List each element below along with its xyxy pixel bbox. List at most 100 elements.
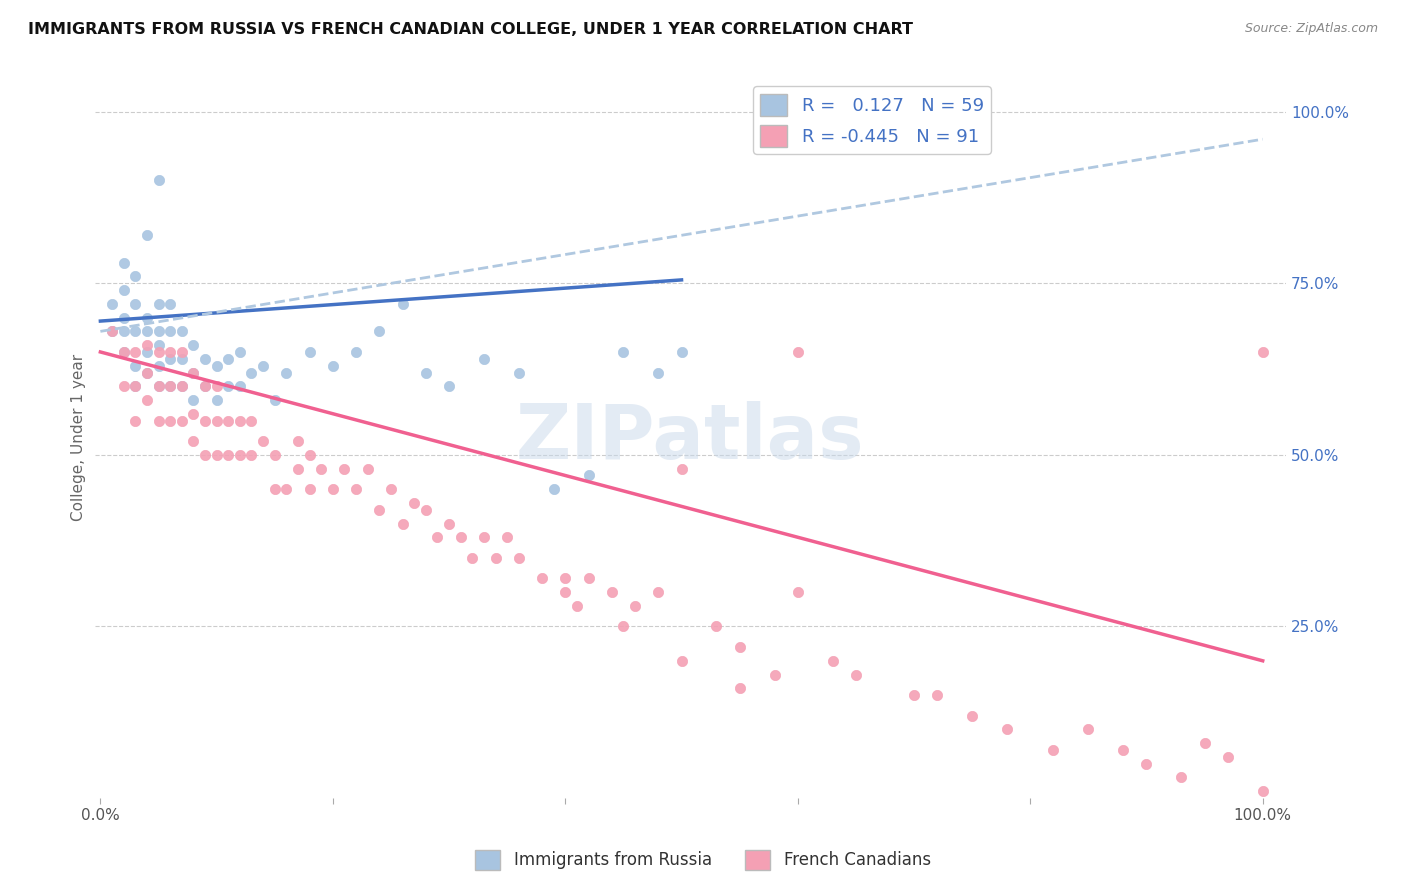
Point <box>148 324 170 338</box>
Point <box>240 414 263 428</box>
Point <box>252 359 274 373</box>
Point <box>183 407 205 421</box>
Point <box>1170 771 1192 785</box>
Point <box>845 667 868 681</box>
Point <box>135 324 157 338</box>
Point <box>298 448 321 462</box>
Point <box>671 345 693 359</box>
Point <box>287 461 309 475</box>
Point <box>437 516 460 531</box>
Point <box>135 366 157 380</box>
Point <box>170 345 193 359</box>
Point <box>531 571 554 585</box>
Point <box>1251 345 1274 359</box>
Point <box>565 599 588 613</box>
Point <box>135 392 157 407</box>
Point <box>728 681 751 696</box>
Point <box>124 269 146 284</box>
Point <box>437 379 460 393</box>
Point <box>159 351 181 366</box>
Legend: R =   0.127   N = 59, R = -0.445   N = 91: R = 0.127 N = 59, R = -0.445 N = 91 <box>752 87 991 154</box>
Point <box>543 482 565 496</box>
Point <box>217 379 239 393</box>
Point <box>508 550 530 565</box>
Point <box>263 392 285 407</box>
Point <box>159 297 181 311</box>
Point <box>135 366 157 380</box>
Point <box>159 324 181 338</box>
Point <box>344 482 367 496</box>
Point <box>148 359 170 373</box>
Point <box>229 345 252 359</box>
Point <box>194 379 217 393</box>
Point <box>1077 723 1099 737</box>
Point <box>194 379 217 393</box>
Point <box>205 392 228 407</box>
Point <box>170 379 193 393</box>
Point <box>170 414 193 428</box>
Point <box>624 599 647 613</box>
Point <box>183 338 205 352</box>
Point <box>706 619 728 633</box>
Point <box>135 345 157 359</box>
Point <box>995 723 1018 737</box>
Point <box>357 461 380 475</box>
Point <box>333 461 356 475</box>
Point <box>786 585 808 599</box>
Point <box>484 550 506 565</box>
Point <box>183 366 205 380</box>
Point <box>101 297 124 311</box>
Point <box>368 324 391 338</box>
Point <box>101 324 124 338</box>
Point <box>194 448 217 462</box>
Point <box>112 379 135 393</box>
Point <box>112 345 135 359</box>
Point <box>148 173 170 187</box>
Legend: Immigrants from Russia, French Canadians: Immigrants from Russia, French Canadians <box>468 843 938 877</box>
Point <box>205 448 228 462</box>
Point <box>217 414 239 428</box>
Point <box>159 379 181 393</box>
Point <box>205 359 228 373</box>
Point <box>671 461 693 475</box>
Point <box>415 366 437 380</box>
Point <box>1194 736 1216 750</box>
Point <box>159 414 181 428</box>
Point <box>124 359 146 373</box>
Point <box>159 345 181 359</box>
Point <box>124 297 146 311</box>
Point <box>786 345 808 359</box>
Point <box>183 366 205 380</box>
Point <box>112 345 135 359</box>
Point <box>1042 743 1064 757</box>
Point <box>1112 743 1135 757</box>
Point <box>287 434 309 449</box>
Point <box>903 688 925 702</box>
Point <box>391 297 413 311</box>
Point <box>170 379 193 393</box>
Point <box>124 414 146 428</box>
Point <box>101 324 124 338</box>
Point <box>344 345 367 359</box>
Point <box>508 366 530 380</box>
Point <box>252 434 274 449</box>
Point <box>554 585 576 599</box>
Point <box>612 345 634 359</box>
Point <box>205 379 228 393</box>
Point <box>135 310 157 325</box>
Point <box>112 283 135 297</box>
Point <box>298 345 321 359</box>
Point <box>217 448 239 462</box>
Y-axis label: College, Under 1 year: College, Under 1 year <box>72 354 86 521</box>
Point <box>927 688 949 702</box>
Point <box>496 530 519 544</box>
Point <box>404 496 426 510</box>
Point <box>183 434 205 449</box>
Point <box>821 654 844 668</box>
Point <box>276 482 298 496</box>
Text: Source: ZipAtlas.com: Source: ZipAtlas.com <box>1244 22 1378 36</box>
Point <box>322 482 344 496</box>
Point <box>217 351 239 366</box>
Point <box>135 338 157 352</box>
Text: IMMIGRANTS FROM RUSSIA VS FRENCH CANADIAN COLLEGE, UNDER 1 YEAR CORRELATION CHAR: IMMIGRANTS FROM RUSSIA VS FRENCH CANADIA… <box>28 22 912 37</box>
